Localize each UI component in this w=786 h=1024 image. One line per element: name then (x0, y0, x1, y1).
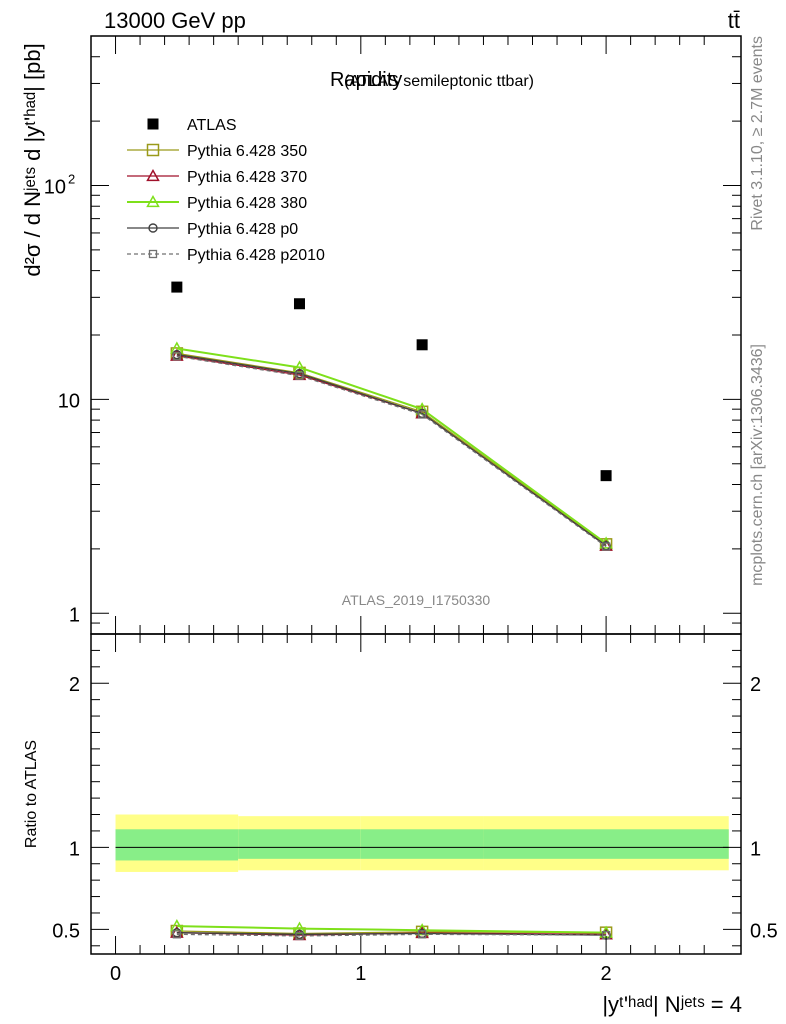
main-point-s5-2 (417, 410, 427, 419)
plot-title: Rapidity (330, 69, 402, 91)
main-point-s5-1 (295, 371, 304, 380)
legend-marker-5 (148, 249, 158, 259)
main-point-s0-1 (293, 298, 305, 310)
main-point-s0-0 (171, 281, 183, 293)
main-series-line-2 (176, 355, 607, 547)
legend-label-3: Pythia 6.428 380 (187, 195, 307, 212)
ratio-axis-ticks: 0.5 0.5 1 1 2 2 0 1 2 (52, 634, 778, 985)
legend-marker-1 (146, 143, 160, 157)
main-series-line-4 (176, 353, 607, 547)
legend-label-1: Pythia 6.428 350 (187, 143, 307, 160)
legend-marker-4 (148, 223, 158, 233)
main-y-tick-label: 10 (44, 177, 66, 199)
legend-marker-2 (146, 168, 160, 182)
main-point-s0-2 (416, 339, 428, 351)
main-y-tick-label: 10 (58, 390, 80, 412)
ratio-y-tick-label-right: 0.5 (750, 920, 778, 942)
x-tick-label: 1 (355, 963, 366, 985)
ratio-y-tick-label: 2 (69, 674, 80, 696)
analysis-watermark: ATLAS_2019_I1750330 (342, 592, 491, 608)
ratio-series-line-2 (176, 925, 607, 934)
ratio-point-s4-2 (417, 930, 427, 939)
ratio-uncertainty-bands (115, 814, 729, 872)
main-series-line-1 (176, 352, 607, 545)
x-tick-label: 2 (601, 963, 612, 985)
ratio-plot-frame (90, 633, 742, 955)
legend-marker-0 (147, 118, 159, 130)
rivet-label: Rivet 3.1.10, ≥ 2.7M events (749, 36, 766, 231)
main-point-s5-3 (601, 542, 611, 551)
main-y-tick-label-exponent: 2 (68, 172, 75, 187)
main-plot-marks (170, 281, 613, 551)
legend-label-0: ATLAS (187, 117, 237, 134)
legend-label-4: Pythia 6.428 p0 (187, 221, 298, 238)
main-y-tick-label: 1 (69, 604, 80, 626)
ratio-point-s4-0 (172, 930, 181, 939)
ratio-stat-band-3 (483, 829, 729, 859)
ratio-y-axis-label: Ratio to ATLAS (23, 740, 40, 848)
legend-marker-3 (146, 194, 160, 208)
x-axis-label: |yᵗ'ʰᵃᵈ| Nʲᵉᵗˢ = 4 (602, 992, 742, 1017)
ratio-y-tick-label: 0.5 (52, 920, 80, 942)
header-energy-label: 13000 GeV pp (104, 8, 246, 33)
main-point-s0-3 (600, 470, 612, 482)
ratio-y-tick-label-right: 1 (750, 838, 761, 860)
mcplots-label: mcplots.cern.ch [arXiv:1306.3436] (749, 344, 766, 586)
legend-label-5: Pythia 6.428 p2010 (187, 247, 325, 264)
main-point-s5-0 (172, 352, 181, 361)
ratio-point-s4-1 (295, 931, 304, 941)
ratio-stat-band-1 (238, 829, 361, 859)
main-y-axis-label: d²σ / d Nʲᵉᵗˢ d |yᵗ'ʰᵃᵈ| [pb] (20, 43, 45, 276)
ratio-stat-band-0 (115, 829, 239, 861)
ratio-panel: 0.5 0.5 1 1 2 2 0 1 2 Ratio to ATLAS |yᵗ'ʰᵃᵈ| Nʲ… (23, 633, 778, 1017)
legend: ATLAS Pythia 6.428 350 Pythia 6.428 370 Pyt… (127, 117, 325, 264)
main-series-line-5 (176, 355, 607, 548)
ratio-y-tick-label-right: 2 (750, 674, 761, 696)
ratio-y-tick-label: 1 (69, 838, 80, 860)
ratio-stat-band-2 (360, 829, 484, 859)
ratio-series-line-4 (176, 933, 607, 937)
x-tick-label: 0 (110, 963, 121, 985)
plot-subtitle: (ATLAS semileptonic ttbar) (344, 73, 534, 90)
header-process-label: tt̄ (728, 8, 740, 33)
ratio-plot-marks (170, 919, 613, 941)
legend-label-2: Pythia 6.428 370 (187, 169, 307, 186)
main-series-line-3 (176, 347, 607, 545)
